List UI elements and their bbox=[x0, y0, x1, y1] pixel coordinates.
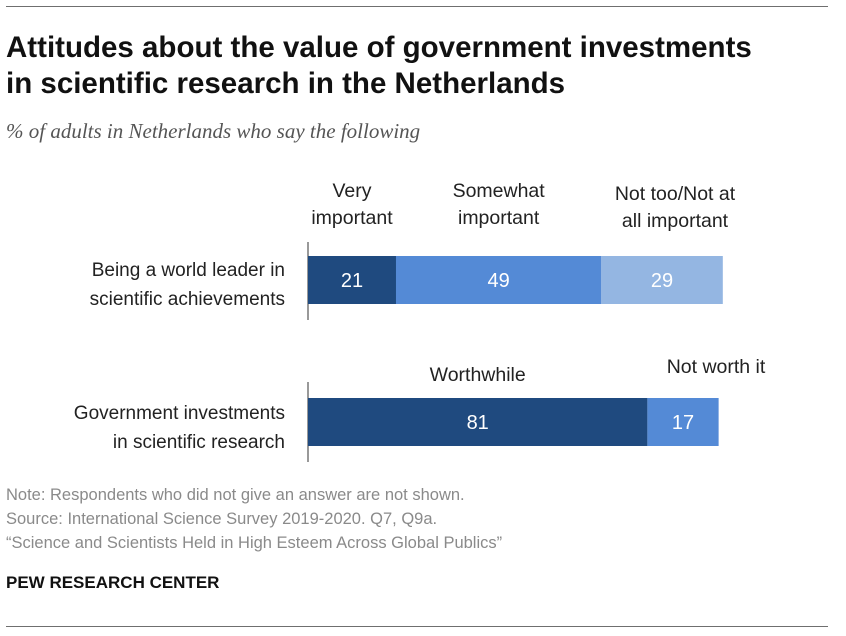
chart-title-line-2: in scientific research in the Netherland… bbox=[6, 67, 566, 100]
segment-header-label: Not worth it bbox=[667, 356, 766, 378]
bar-segment bbox=[601, 256, 723, 304]
category-label: scientific achievements bbox=[90, 289, 285, 310]
segment-header-label: all important bbox=[622, 210, 729, 232]
chart-subtitle: % of adults in Netherlands who say the f… bbox=[6, 119, 421, 143]
brand-logo-text: PEW RESEARCH CENTER bbox=[6, 573, 220, 592]
bar-segment bbox=[647, 398, 719, 446]
segment-header-label: important bbox=[458, 207, 540, 229]
bar-segment bbox=[395, 256, 602, 304]
segment-header-label: important bbox=[311, 207, 393, 229]
bar-segment bbox=[308, 256, 396, 304]
bar-value-label: 29 bbox=[651, 270, 673, 292]
chart-notes: Note: Respondents who did not give an an… bbox=[6, 483, 502, 555]
note-text: Note: Respondents who did not give an an… bbox=[6, 486, 465, 504]
segment-header-label: Very bbox=[332, 180, 371, 202]
segment-header-label: Somewhat bbox=[453, 180, 546, 202]
source-text: Source: International Science Survey 201… bbox=[6, 510, 438, 528]
category-label: Being a world leader in bbox=[92, 260, 285, 281]
chart-title-line-1: Attitudes about the value of government … bbox=[6, 31, 752, 64]
category-label: in scientific research bbox=[113, 432, 285, 453]
bar-value-label: 21 bbox=[341, 270, 363, 292]
bar-value-label: 17 bbox=[672, 412, 694, 434]
bar-value-label: 81 bbox=[467, 412, 489, 434]
bottom-rule bbox=[6, 626, 828, 627]
segment-header-label: Not too/Not at bbox=[615, 183, 736, 205]
category-label: Government investments bbox=[74, 403, 285, 424]
bar-value-label: 49 bbox=[488, 270, 510, 292]
chart-title: Attitudes about the value of government … bbox=[6, 30, 836, 102]
bar-segment bbox=[308, 398, 648, 446]
top-rule bbox=[6, 6, 828, 7]
segment-header-label: Worthwhile bbox=[430, 364, 526, 386]
report-title-text: “Science and Scientists Held in High Est… bbox=[6, 534, 503, 552]
